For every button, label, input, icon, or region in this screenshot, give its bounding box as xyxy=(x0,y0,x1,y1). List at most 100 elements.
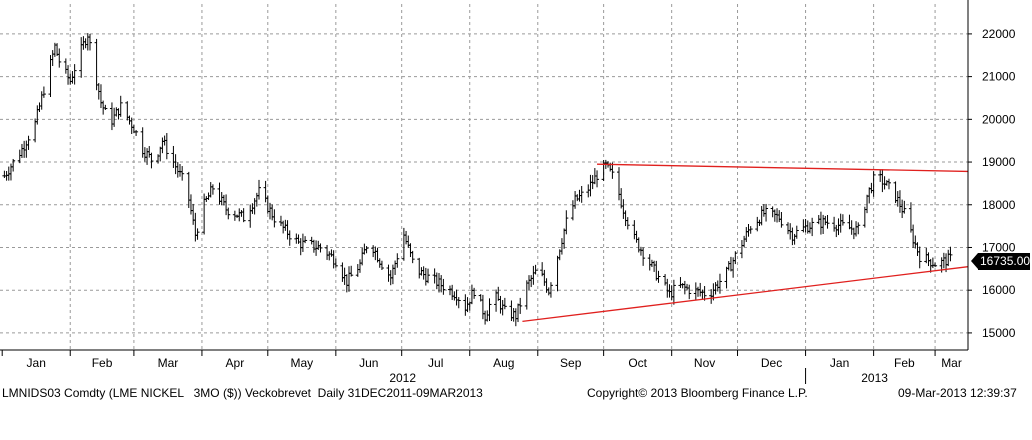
ohlc-bar xyxy=(647,254,652,271)
ohlc-bar xyxy=(915,242,920,256)
ohlc-bar xyxy=(531,265,536,285)
ohlc-bar xyxy=(50,50,55,67)
ohlc-bar xyxy=(511,308,516,322)
ohlc-bar xyxy=(303,236,308,244)
ohlc-bar xyxy=(85,33,90,51)
ohlc-bar xyxy=(94,38,99,91)
ohlc-bar xyxy=(360,247,365,266)
ohlc-bar xyxy=(810,217,815,237)
ohlc-bar xyxy=(616,167,621,201)
ohlc-bar xyxy=(948,246,953,262)
ohlc-bar xyxy=(149,152,154,169)
footer-timestamp: 09-Mar-2013 12:39:37 xyxy=(898,386,1017,400)
ohlc-bar xyxy=(118,95,123,117)
ohlc-bar xyxy=(562,228,567,249)
ohlc-bar xyxy=(913,235,918,249)
ohlc-bar xyxy=(847,214,852,230)
y-tick-label: 16000 xyxy=(982,283,1016,297)
ohlc-bar xyxy=(208,182,213,198)
ohlc-bar xyxy=(134,129,139,136)
ohlc-bar xyxy=(147,146,152,158)
ohlc-bar xyxy=(487,298,492,322)
ohlc-bar xyxy=(419,267,424,276)
ohlc-bar xyxy=(854,221,859,237)
ohlc-bar xyxy=(665,278,670,298)
ohlc-bar xyxy=(35,105,40,125)
ohlc-bar xyxy=(221,194,226,206)
ohlc-bar xyxy=(37,102,42,112)
ohlc-bar xyxy=(834,224,839,238)
x-month-label: Feb xyxy=(894,356,915,370)
ohlc-bar xyxy=(779,211,784,228)
ohlc-bar xyxy=(856,222,861,235)
ohlc-bar xyxy=(871,171,876,197)
ohlc-bar xyxy=(526,275,531,290)
ohlc-bar xyxy=(257,179,262,200)
ohlc-bar xyxy=(897,190,902,213)
ohlc-bar xyxy=(575,194,580,202)
ohlc-bar xyxy=(364,246,369,254)
ohlc-bar xyxy=(867,187,872,204)
ohlc-bar xyxy=(2,170,7,178)
ohlc-bar xyxy=(638,246,643,256)
ohlc-bar xyxy=(483,310,488,325)
x-month-label: Jan xyxy=(830,356,849,370)
ohlc-bar xyxy=(114,107,119,117)
ohlc-bar xyxy=(329,249,334,257)
ohlc-bar xyxy=(663,274,668,286)
ohlc-bar xyxy=(693,282,698,300)
ohlc-bar xyxy=(893,181,898,204)
ohlc-bar xyxy=(498,295,503,314)
x-month-label: May xyxy=(290,356,313,370)
ohlc-bar xyxy=(390,264,395,285)
ohlc-bar xyxy=(26,135,31,150)
ohlc-bar xyxy=(748,226,753,234)
ohlc-bar xyxy=(386,264,391,282)
ohlc-bar xyxy=(678,277,683,288)
ohlc-bar xyxy=(917,246,922,269)
ohlc-bar xyxy=(759,206,764,226)
ohlc-bar xyxy=(728,256,733,272)
ohlc-bar xyxy=(500,300,505,316)
ohlc-bar xyxy=(142,147,147,162)
ohlc-bar xyxy=(112,107,117,127)
ohlc-bar xyxy=(570,200,575,221)
ohlc-bar xyxy=(724,266,729,289)
ohlc-bar xyxy=(685,283,690,291)
ohlc-bar xyxy=(836,218,841,236)
ohlc-bar xyxy=(423,267,428,286)
ohlc-bar xyxy=(241,208,246,223)
ohlc-bar xyxy=(733,251,738,265)
ohlc-bar xyxy=(902,200,907,214)
ohlc-bar xyxy=(654,260,659,281)
ohlc-bar xyxy=(287,230,292,246)
ohlc-bar xyxy=(463,294,468,316)
trendline-lower xyxy=(522,266,969,323)
ohlc-bar xyxy=(559,238,564,255)
x-month-label: Nov xyxy=(694,356,715,370)
ohlc-bar xyxy=(195,228,200,240)
ohlc-bar xyxy=(933,262,938,268)
ohlc-bar xyxy=(590,175,595,190)
ohlc-bar xyxy=(158,146,163,162)
ohlc-bar xyxy=(450,284,455,301)
ohlc-bar xyxy=(542,269,547,286)
ohlc-bar xyxy=(513,308,518,327)
ohlc-bar xyxy=(226,207,231,220)
ohlc-bar xyxy=(739,240,744,259)
ohlc-bar xyxy=(794,225,799,239)
ohlc-bar xyxy=(342,267,347,285)
x-year-label: 2013 xyxy=(861,371,888,384)
ohlc-bar xyxy=(72,64,77,85)
ohlc-bar xyxy=(886,178,891,190)
ohlc-bar xyxy=(103,104,108,110)
ohlc-bar xyxy=(792,233,797,245)
ohlc-bar xyxy=(395,253,400,268)
ohlc-bar xyxy=(926,252,931,267)
ohlc-bar xyxy=(406,235,411,248)
ohlc-bar xyxy=(57,48,62,68)
ohlc-bar xyxy=(586,184,591,198)
x-month-label: Jun xyxy=(359,356,378,370)
ohlc-bar xyxy=(625,217,630,230)
ohlc-bar xyxy=(882,176,887,190)
